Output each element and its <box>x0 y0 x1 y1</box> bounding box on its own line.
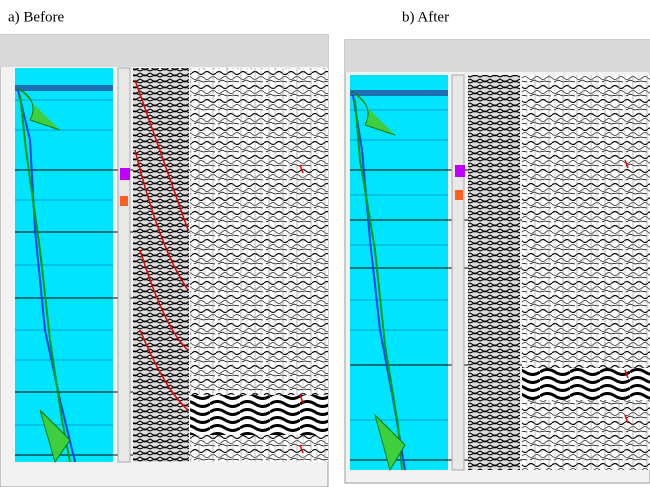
caption: b) After <box>402 9 449 25</box>
screenshot-after <box>344 39 650 484</box>
caption: a) Before <box>8 9 65 25</box>
screenshot-before <box>0 34 329 487</box>
